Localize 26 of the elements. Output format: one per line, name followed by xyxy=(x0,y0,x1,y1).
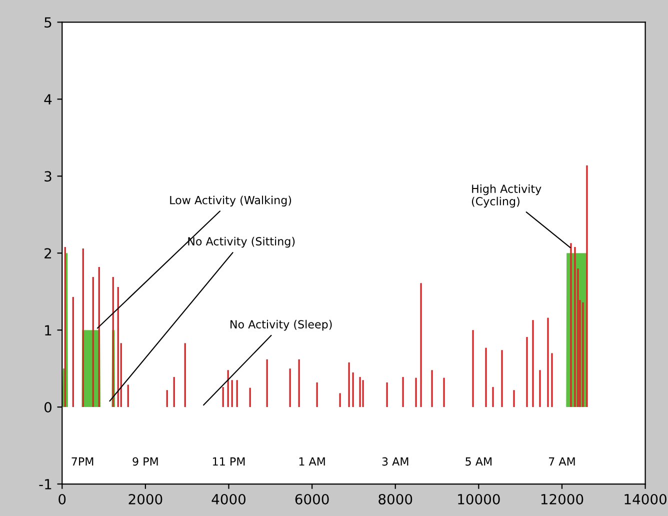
y-tick-label: 0 xyxy=(44,402,52,413)
y-tick-label: 1 xyxy=(45,325,52,336)
y-tick-label: -1 xyxy=(39,479,52,490)
x-tick-label: 2000 xyxy=(128,494,162,504)
annotation: No Activity (Sleep) xyxy=(230,320,332,331)
annotation: No Activity (Sitting) xyxy=(188,236,295,248)
annotation: 5 AM xyxy=(466,457,492,466)
x-tick-label: 4000 xyxy=(212,494,246,504)
annotation: 1 AM xyxy=(299,457,325,466)
annotation: Low Activity (Walking) xyxy=(170,196,292,206)
annotation: 9 PM xyxy=(132,457,158,466)
x-tick-label: 12000 xyxy=(541,494,584,504)
annotation: 3 AM xyxy=(382,457,408,466)
y-tick-label: 2 xyxy=(44,248,52,258)
x-tick-label: 6000 xyxy=(295,494,329,504)
x-tick-label: 8000 xyxy=(378,494,412,504)
y-tick-label: 4 xyxy=(44,94,52,104)
annotation: 7PM xyxy=(72,457,94,466)
y-tick-label: 5 xyxy=(44,17,52,28)
y-tick-label: 3 xyxy=(44,171,52,182)
x-tick-label: 10000 xyxy=(458,494,500,504)
x-tick-label: 0 xyxy=(58,494,66,504)
annotation: High Activity (Cycling) xyxy=(472,184,542,208)
annotation: 7 AM xyxy=(548,457,575,466)
x-tick-label: 14000 xyxy=(624,494,666,504)
annotation: 11 PM xyxy=(212,457,245,466)
